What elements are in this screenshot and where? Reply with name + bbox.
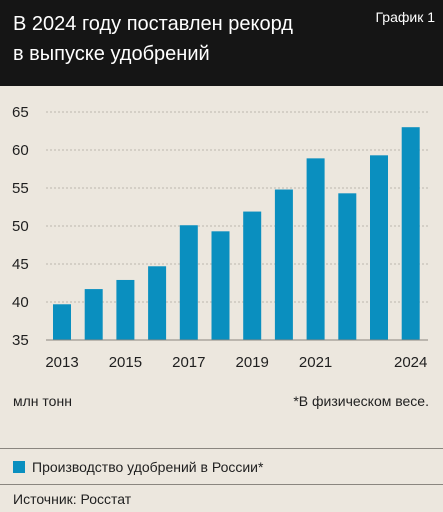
legend: Производство удобрений в России* (13, 458, 263, 476)
chart-title-line1: В 2024 году поставлен рекорд (13, 13, 293, 35)
divider (0, 448, 443, 449)
y-tick-label: 45 (12, 256, 29, 273)
bar-2019 (243, 211, 262, 340)
bar-2020 (274, 189, 293, 340)
x-tick-label: 2019 (236, 354, 269, 371)
divider (0, 484, 443, 485)
y-tick-label: 55 (12, 180, 29, 197)
y-tick-label: 65 (12, 104, 29, 121)
legend-swatch (13, 461, 25, 473)
bar-2022 (338, 193, 357, 340)
legend-entry: Производство удобрений в России* (32, 459, 264, 475)
x-tick-label: 2024 (394, 354, 427, 371)
y-tick-label: 40 (12, 294, 29, 311)
bar-chart: 35 40 45 50 55 60 65 2013 2015 2017 2019 2021 2024 (12, 104, 428, 371)
chart-number-badge: График 1 (375, 9, 435, 25)
chart-header: В 2024 году поставлен рекорд в выпуске у… (0, 0, 443, 86)
y-tick-label: 35 (12, 332, 29, 349)
bar-2013 (53, 304, 71, 340)
footnote: *В физическом весе. (293, 393, 429, 409)
y-tick-label: 50 (12, 218, 29, 235)
source-note: Источник: Росстат (13, 491, 132, 507)
bar-2016 (148, 266, 167, 340)
bar-2018 (211, 231, 230, 340)
bar-2024 (401, 127, 420, 340)
bar-2021 (306, 158, 325, 340)
x-tick-label: 2017 (172, 354, 205, 371)
bar-2023 (370, 155, 388, 340)
chart-title-line2: в выпуске удобрений (13, 43, 210, 65)
bar-2017 (179, 225, 198, 340)
x-tick-label: 2021 (299, 354, 332, 371)
x-tick-label: 2013 (45, 354, 78, 371)
x-tick-label: 2015 (109, 354, 142, 371)
y-tick-label: 60 (12, 142, 29, 159)
y-axis-unit-label: млн тонн (13, 393, 72, 409)
bar-2014 (84, 289, 103, 340)
bar-2015 (116, 279, 135, 340)
